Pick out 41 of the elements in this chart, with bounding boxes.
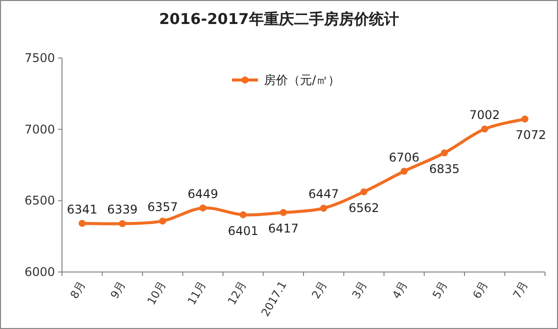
point: [78, 220, 86, 227]
y-tick-label: 6500: [24, 194, 55, 208]
data-label: 6449: [188, 186, 218, 201]
point: [159, 218, 166, 225]
data-label: 6339: [107, 202, 138, 217]
x-tick-label: 5月: [430, 278, 450, 302]
legend-label: 房价（元/㎡）: [264, 73, 340, 87]
point: [400, 168, 408, 175]
data-label: 7072: [516, 128, 546, 142]
point: [440, 149, 448, 156]
point: [280, 209, 287, 216]
point: [360, 188, 368, 196]
data-label: 6357: [147, 200, 178, 214]
data-label: 6447: [308, 187, 339, 202]
point: [118, 220, 126, 228]
data-label: 6835: [429, 162, 460, 176]
point: [320, 204, 328, 212]
x-tick-label: 7月: [510, 278, 531, 302]
y-tick-label: 6000: [24, 265, 55, 279]
x-tick-label: 10月: [144, 278, 169, 308]
point: [240, 211, 247, 218]
chart-title: 2016-2017年重庆二手房房价统计: [159, 10, 399, 28]
x-tick-label: 3月: [350, 278, 370, 302]
x-tick-label: 11月: [185, 278, 209, 308]
data-label: 6341: [66, 202, 98, 216]
data-label: 6562: [348, 200, 380, 215]
y-tick-label: 7500: [24, 51, 55, 65]
x-tick-label: 6月: [470, 278, 491, 302]
x-tick-label: 8月: [68, 278, 88, 302]
data-label: 6417: [268, 222, 299, 236]
y-tick-label: 7000: [24, 122, 55, 136]
data-label: 6401: [228, 224, 258, 238]
x-tick-label: 12月: [225, 278, 250, 308]
point: [481, 126, 488, 133]
data-label: 6706: [388, 150, 420, 164]
x-tick-label: 4月: [390, 278, 410, 302]
point: [521, 116, 528, 123]
point: [199, 204, 206, 212]
x-tick-label: 2月: [309, 278, 330, 302]
x-tick-label: 9月: [108, 278, 128, 302]
data-label: 7002: [469, 108, 500, 122]
